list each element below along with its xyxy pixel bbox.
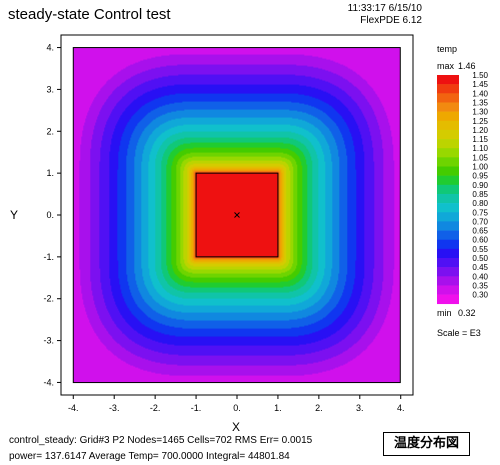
y-tick-label: -2. (43, 294, 54, 304)
legend-swatch (437, 148, 459, 158)
legend-level-label: 0.75 (472, 208, 488, 217)
legend-swatch (437, 166, 459, 176)
x-tick-label: 0. (233, 403, 241, 413)
legend-swatch (437, 84, 459, 94)
legend-level-label: 0.45 (472, 263, 488, 272)
legend-level-label: 1.10 (472, 144, 488, 153)
stamp-label: 温度分布図 (383, 432, 470, 456)
run-info-line-2: power= 137.6147 Average Temp= 700.0000 I… (9, 451, 290, 462)
y-tick-label: -4. (43, 377, 54, 387)
legend-level-label: 1.35 (472, 98, 488, 107)
x-tick-label: 1. (274, 403, 282, 413)
y-tick-label: -1. (43, 252, 54, 262)
y-tick-label: 0. (46, 210, 54, 220)
legend-level-label: 0.30 (472, 291, 488, 300)
legend-level-label: 0.60 (472, 236, 488, 245)
legend-min-label: min (437, 308, 452, 318)
legend-swatch (437, 285, 459, 295)
y-tick-label: -3. (43, 336, 54, 346)
legend-swatch (437, 75, 459, 85)
legend-swatch (437, 120, 459, 131)
x-tick-label: 4. (397, 403, 405, 413)
legend-swatch (437, 248, 459, 259)
software-version: FlexPDE 6.12 (360, 15, 422, 26)
legend-level-label: 0.85 (472, 190, 488, 199)
legend-level-label: 0.55 (472, 245, 488, 254)
y-tick-label: 2. (46, 126, 54, 136)
legend-scale: Scale = E3 (437, 328, 481, 338)
legend-level-label: 0.40 (472, 272, 488, 281)
legend-swatch (437, 203, 459, 213)
legend-level-label: 0.80 (472, 199, 488, 208)
legend-swatch (437, 212, 459, 222)
timestamp: 11:33:17 6/15/10 (347, 3, 422, 14)
chart-title: steady-state Control test (8, 6, 171, 23)
legend-swatch (437, 267, 459, 277)
legend-level-label: 1.25 (472, 117, 488, 126)
legend-level-label: 1.45 (472, 80, 488, 89)
x-tick-label: -3. (109, 403, 120, 413)
legend-level-label: 0.50 (472, 254, 488, 263)
y-tick-label: 4. (46, 43, 54, 53)
legend-swatch (437, 184, 459, 195)
legend-swatch (437, 239, 459, 250)
legend-level-label: 1.05 (472, 153, 488, 162)
legend-max-label: max (437, 61, 455, 71)
legend-level-label: 0.70 (472, 217, 488, 226)
run-info-line-1: control_steady: Grid#3 P2 Nodes=1465 Cel… (9, 435, 313, 446)
y-axis-label: Y (10, 208, 19, 222)
x-tick-label: -4. (68, 403, 79, 413)
legend-level-label: 1.50 (472, 71, 488, 80)
legend-swatch (437, 258, 459, 268)
x-tick-label: 2. (315, 403, 323, 413)
legend-swatch (437, 129, 459, 140)
legend-level-label: 1.40 (472, 89, 488, 98)
legend-swatch (437, 276, 459, 286)
legend-level-label: 1.15 (472, 135, 488, 144)
y-tick-label: 3. (46, 84, 54, 94)
legend-swatch (437, 294, 459, 305)
x-tick-label: -1. (191, 403, 202, 413)
legend-level-label: 1.00 (472, 163, 488, 172)
legend-swatch (437, 139, 459, 149)
legend-swatch (437, 193, 459, 204)
legend-level-label: 0.65 (472, 227, 488, 236)
legend-swatch (437, 175, 459, 186)
legend-swatch (437, 111, 459, 122)
x-axis-label: X (232, 420, 241, 434)
x-tick-label: 3. (356, 403, 364, 413)
legend-swatch (437, 230, 459, 240)
domain-boundary (72, 47, 401, 384)
legend-swatch (437, 102, 459, 112)
legend-max-value: 1.46 (458, 61, 476, 71)
legend-title: temp (437, 44, 458, 54)
legend-swatch (437, 157, 459, 167)
legend-level-label: 1.20 (472, 126, 488, 135)
legend-level-label: 0.90 (472, 181, 488, 190)
legend-level-label: 1.30 (472, 108, 488, 117)
y-tick-label: 1. (46, 168, 54, 178)
x-tick-label: -2. (150, 403, 161, 413)
legend-swatch (437, 221, 459, 231)
legend-level-label: 0.95 (472, 172, 488, 181)
legend-min-value: 0.32 (458, 308, 476, 318)
legend-swatch (437, 93, 459, 103)
legend-level-label: 0.35 (472, 281, 488, 290)
center-marker (234, 212, 240, 218)
